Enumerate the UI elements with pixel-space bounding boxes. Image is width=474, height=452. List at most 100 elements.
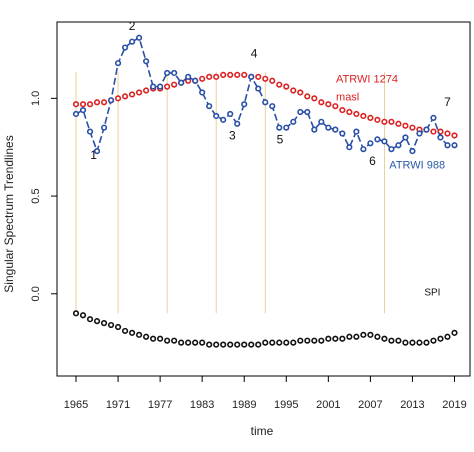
point-spi-2003 bbox=[339, 335, 346, 342]
point-atrwi-1274-1974 bbox=[135, 89, 143, 96]
point-spi-1983 bbox=[199, 339, 206, 346]
point-atrwi-1274-1969 bbox=[100, 99, 108, 106]
point-atrwi-1274-2006 bbox=[360, 112, 367, 120]
point-atrwi-988-1970 bbox=[107, 97, 115, 104]
point-spi-1993 bbox=[269, 339, 276, 346]
annotation-5: 5 bbox=[277, 132, 284, 146]
point-atrwi-988-1986 bbox=[220, 116, 227, 123]
x-tick-label-1983: 1983 bbox=[190, 399, 214, 411]
point-atrwi-1274-1984 bbox=[206, 73, 213, 80]
point-atrwi-988-1994 bbox=[276, 124, 283, 131]
point-atrwi-988-2009 bbox=[381, 138, 388, 145]
point-spi-1985 bbox=[213, 341, 220, 348]
point-atrwi-988-1979 bbox=[171, 69, 178, 77]
point-spi-2002 bbox=[332, 335, 339, 342]
point-atrwi-988-1995 bbox=[283, 124, 290, 131]
series-spi bbox=[72, 310, 458, 348]
point-atrwi-988-1985 bbox=[213, 112, 220, 120]
point-atrwi-988-1997 bbox=[297, 108, 304, 116]
point-spi-1966 bbox=[79, 312, 87, 319]
point-spi-2001 bbox=[325, 335, 332, 342]
point-spi-1995 bbox=[283, 339, 290, 346]
point-atrwi-1274-1999 bbox=[311, 95, 318, 102]
point-atrwi-1274-2007 bbox=[367, 114, 374, 121]
point-atrwi-1274-2010 bbox=[388, 118, 395, 125]
point-atrwi-1274-1965 bbox=[72, 101, 80, 108]
vertical-guide-lines bbox=[75, 72, 385, 314]
annotation-1: 1 bbox=[90, 148, 97, 162]
point-atrwi-988-2007 bbox=[367, 140, 374, 147]
point-spi-1972 bbox=[121, 327, 129, 335]
point-atrwi-988-2003 bbox=[339, 130, 346, 137]
point-spi-1978 bbox=[164, 337, 171, 344]
point-atrwi-988-1982 bbox=[192, 77, 199, 84]
point-spi-2013 bbox=[409, 339, 416, 346]
y-tick-label-2: 1.0 bbox=[30, 91, 42, 106]
point-atrwi-1274-1966 bbox=[79, 101, 87, 108]
point-spi-1968 bbox=[93, 318, 101, 325]
x-tick-label-1995: 1995 bbox=[274, 399, 298, 411]
point-atrwi-1274-2018 bbox=[444, 130, 451, 137]
point-atrwi-1274-1986 bbox=[220, 71, 227, 79]
x-tick-label-1989: 1989 bbox=[232, 399, 256, 411]
point-spi-1990 bbox=[248, 341, 255, 348]
point-atrwi-1274-1983 bbox=[199, 75, 206, 82]
point-atrwi-1274-2004 bbox=[346, 108, 353, 116]
point-spi-1980 bbox=[178, 339, 185, 346]
point-spi-1965 bbox=[72, 310, 80, 317]
point-atrwi-988-1983 bbox=[199, 89, 206, 96]
point-spi-2015 bbox=[423, 339, 430, 346]
annotation-3: 3 bbox=[229, 128, 236, 142]
x-axis: 1965 1971 1977 1983 1989 1995 2001 2007 2013 2019 bbox=[64, 375, 467, 411]
point-spi-1992 bbox=[262, 339, 269, 346]
point-atrwi-1274-1967 bbox=[86, 101, 94, 108]
point-atrwi-988-1996 bbox=[290, 118, 297, 125]
point-atrwi-988-2019 bbox=[451, 142, 458, 149]
y-tick-label-0: 0.0 bbox=[30, 286, 42, 301]
point-spi-1976 bbox=[150, 335, 157, 342]
annotation-7: 7 bbox=[444, 95, 451, 109]
point-atrwi-988-2010 bbox=[388, 146, 395, 153]
point-atrwi-1274-1996 bbox=[290, 87, 297, 94]
point-spi-1991 bbox=[255, 341, 262, 348]
point-atrwi-988-1990 bbox=[248, 73, 255, 80]
point-atrwi-988-1967 bbox=[86, 128, 94, 135]
point-atrwi-988-2001 bbox=[325, 124, 332, 131]
point-atrwi-988-2014 bbox=[416, 130, 423, 137]
y-axis: 0.0 0.5 1.0 bbox=[30, 91, 58, 301]
point-atrwi-1274-1987 bbox=[227, 71, 234, 79]
point-atrwi-988-1991 bbox=[255, 85, 262, 92]
series-atrwi-988 bbox=[72, 34, 458, 155]
y-tick-label-1: 0.5 bbox=[30, 188, 42, 203]
point-spi-2010 bbox=[388, 337, 395, 344]
point-atrwi-1274-1988 bbox=[234, 71, 241, 79]
point-spi-1967 bbox=[86, 316, 94, 323]
x-tick-label-2013: 2013 bbox=[400, 399, 424, 411]
point-atrwi-988-2015 bbox=[423, 126, 430, 133]
point-spi-2012 bbox=[402, 339, 409, 346]
plot-frame bbox=[56, 21, 471, 377]
point-spi-2018 bbox=[444, 333, 451, 340]
point-spi-1981 bbox=[185, 339, 192, 346]
annotation-6: 6 bbox=[369, 154, 376, 168]
point-atrwi-1274-1992 bbox=[262, 75, 269, 82]
point-atrwi-988-1992 bbox=[262, 99, 269, 106]
point-spi-2017 bbox=[437, 335, 444, 342]
point-spi-1996 bbox=[290, 339, 297, 346]
point-spi-1986 bbox=[220, 341, 227, 348]
point-atrwi-1274-1985 bbox=[213, 73, 220, 80]
point-spi-1977 bbox=[157, 335, 164, 342]
point-atrwi-1274-1971 bbox=[114, 95, 122, 102]
point-atrwi-1274-2001 bbox=[325, 101, 332, 108]
point-atrwi-988-2005 bbox=[353, 128, 360, 135]
x-tick-label-1977: 1977 bbox=[148, 399, 172, 411]
point-atrwi-1274-1975 bbox=[143, 87, 150, 94]
point-atrwi-988-2012 bbox=[402, 134, 409, 141]
point-atrwi-1274-1997 bbox=[297, 89, 304, 96]
point-atrwi-988-1989 bbox=[241, 101, 248, 108]
point-atrwi-988-1975 bbox=[143, 58, 150, 65]
point-atrwi-1274-1994 bbox=[276, 81, 283, 88]
point-atrwi-988-1987 bbox=[227, 110, 234, 118]
point-atrwi-988-2018 bbox=[444, 142, 451, 149]
